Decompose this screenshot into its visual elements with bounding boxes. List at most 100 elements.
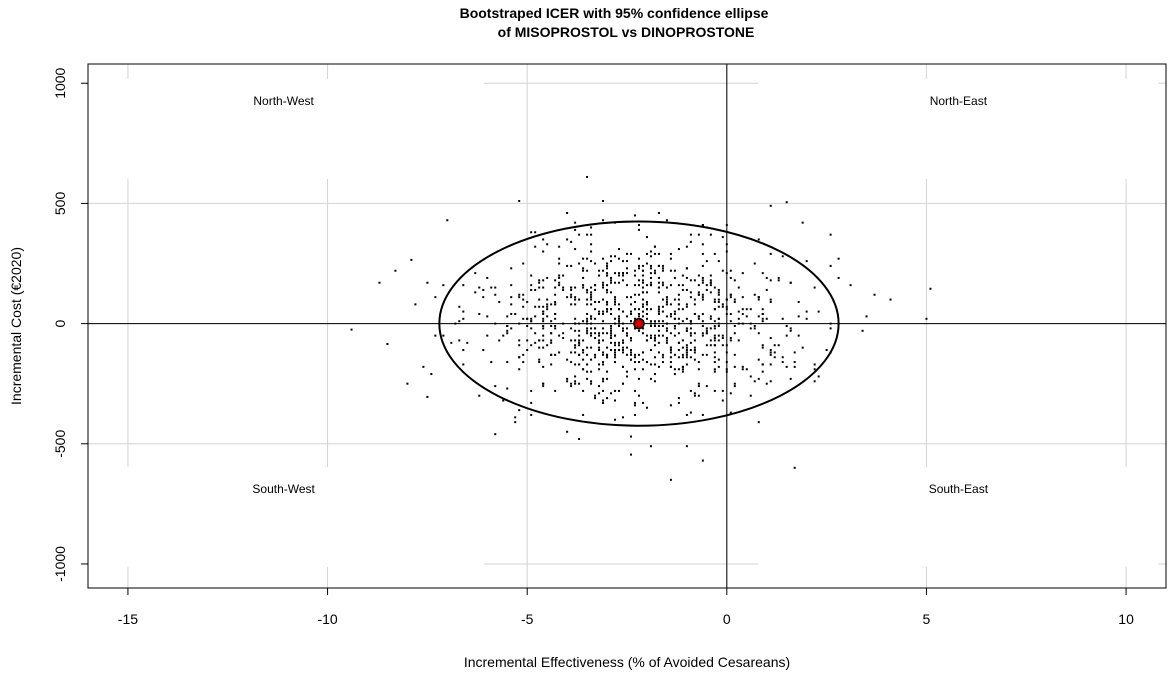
bootstrap-point	[729, 312, 732, 315]
bootstrap-point	[534, 288, 537, 291]
bootstrap-point	[618, 281, 621, 284]
bootstrap-point	[518, 200, 521, 203]
bootstrap-point	[653, 320, 656, 323]
bootstrap-point	[653, 272, 656, 275]
bootstrap-point	[602, 353, 605, 356]
bootstrap-point	[506, 361, 509, 364]
bootstrap-point	[637, 279, 640, 282]
bootstrap-point	[813, 380, 816, 383]
bootstrap-point	[749, 327, 752, 330]
bootstrap-point	[685, 349, 688, 352]
bootstrap-point	[394, 269, 397, 272]
bootstrap-point	[801, 346, 804, 349]
x-tick-label: -10	[317, 611, 337, 627]
bootstrap-point	[641, 274, 644, 277]
bootstrap-point	[765, 382, 768, 385]
bootstrap-point	[518, 296, 521, 299]
bootstrap-point	[578, 322, 581, 325]
bootstrap-point	[673, 317, 676, 320]
bootstrap-point	[590, 226, 593, 229]
bootstrap-point	[462, 317, 465, 320]
bootstrap-point	[482, 349, 485, 352]
bootstrap-point	[797, 334, 800, 337]
bootstrap-point	[586, 322, 589, 325]
bootstrap-point	[781, 356, 784, 359]
bootstrap-point	[626, 332, 628, 335]
bootstrap-point	[606, 356, 609, 359]
bootstrap-point	[721, 236, 724, 239]
bootstrap-point	[486, 334, 489, 337]
bootstrap-point	[689, 296, 692, 299]
bootstrap-point	[785, 365, 788, 368]
bootstrap-point	[673, 310, 676, 313]
bootstrap-point	[637, 315, 640, 318]
bootstrap-point	[590, 293, 593, 296]
bootstrap-point	[534, 315, 537, 318]
bootstrap-point	[669, 284, 672, 287]
bootstrap-point	[546, 308, 549, 311]
bootstrap-point	[542, 334, 545, 337]
bootstrap-point	[681, 339, 684, 342]
bootstrap-point	[622, 382, 625, 385]
bootstrap-point	[530, 413, 533, 416]
plot-border	[87, 63, 1167, 589]
bootstrap-point	[510, 312, 513, 315]
bootstrap-point	[637, 312, 640, 315]
confidence-ellipse-layer	[438, 220, 840, 427]
bootstrap-point	[737, 286, 740, 289]
bootstrap-point	[629, 303, 632, 306]
bootstrap-point	[626, 375, 628, 378]
bootstrap-point	[434, 296, 437, 299]
bootstrap-point	[689, 341, 692, 344]
bootstrap-point	[633, 404, 636, 407]
bootstrap-point	[689, 327, 692, 330]
bootstrap-point	[526, 325, 529, 327]
bootstrap-point	[689, 356, 692, 359]
bootstrap-point	[494, 385, 497, 388]
bootstrap-point	[649, 445, 652, 448]
bootstrap-point	[586, 346, 589, 349]
bootstrap-point	[582, 389, 585, 392]
bootstrap-point	[713, 286, 716, 289]
bootstrap-point	[490, 286, 493, 289]
bootstrap-point	[689, 322, 692, 325]
quadrant-label-box	[83, 78, 484, 179]
bootstrap-point	[586, 377, 589, 380]
bootstrap-point	[410, 258, 413, 261]
bootstrap-point	[594, 300, 597, 303]
bootstrap-point	[494, 433, 497, 436]
bootstrap-point	[546, 243, 549, 246]
bootstrap-point	[618, 317, 621, 320]
bootstrap-point	[590, 332, 593, 335]
bootstrap-point	[665, 296, 668, 299]
bootstrap-point	[653, 269, 656, 272]
bootstrap-point	[574, 363, 577, 366]
bootstrap-point	[622, 351, 625, 354]
bootstrap-point	[789, 327, 792, 330]
bootstrap-point	[462, 284, 465, 287]
bootstrap-point	[649, 308, 652, 311]
bootstrap-point	[626, 353, 628, 356]
bootstrap-point	[769, 380, 772, 383]
bootstrap-point	[645, 339, 648, 342]
bootstrap-point	[721, 334, 724, 337]
bootstrap-point	[697, 361, 700, 364]
bootstrap-point	[657, 365, 660, 368]
bootstrap-point	[649, 267, 652, 270]
bootstrap-point	[697, 368, 700, 371]
bootstrap-point	[570, 293, 573, 296]
bootstrap-point	[610, 332, 613, 335]
bootstrap-point	[582, 413, 585, 416]
bootstrap-point	[590, 334, 593, 337]
bootstrap-point	[570, 327, 573, 330]
bootstrap-point	[725, 272, 728, 275]
bootstrap-point	[649, 255, 652, 258]
bootstrap-point	[737, 310, 740, 313]
bootstrap-point	[681, 346, 684, 349]
bootstrap-point	[574, 317, 577, 320]
bootstrap-point	[769, 252, 772, 255]
bootstrap-point	[586, 233, 589, 236]
bootstrap-point	[757, 358, 760, 361]
bootstrap-point	[749, 322, 752, 325]
bootstrap-point	[705, 329, 708, 332]
